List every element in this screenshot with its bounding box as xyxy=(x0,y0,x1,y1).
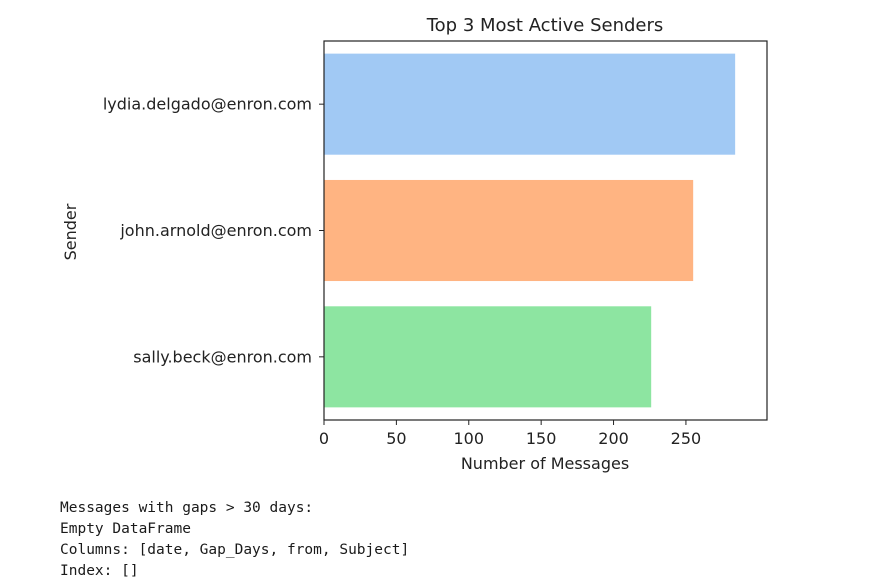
y-tick-label: john.arnold@enron.com xyxy=(119,221,312,240)
x-tick-label: 250 xyxy=(671,429,702,448)
bar-chart: Top 3 Most Active Senders lydia.delgado@… xyxy=(61,15,768,473)
bar-0 xyxy=(324,53,736,155)
cell-output-text: Messages with gaps > 30 days: Empty DataF… xyxy=(60,498,409,582)
x-tick-label: 100 xyxy=(453,429,484,448)
x-tick-label: 200 xyxy=(598,429,629,448)
x-tick-label: 150 xyxy=(526,429,557,448)
x-axis-label: Number of Messages xyxy=(461,454,629,473)
output-line: Empty DataFrame xyxy=(60,521,191,537)
bar-1 xyxy=(324,179,694,282)
chart-figure: Top 3 Most Active Senders lydia.delgado@… xyxy=(61,15,768,473)
y-tick-label: sally.beck@enron.com xyxy=(133,347,312,366)
bar-2 xyxy=(324,306,652,408)
output-line: Messages with gaps > 30 days: xyxy=(60,500,314,516)
y-tick-label: lydia.delgado@enron.com xyxy=(103,95,312,114)
output-line: Index: [] xyxy=(60,563,139,579)
chart-title: Top 3 Most Active Senders xyxy=(426,15,664,36)
output-line: Columns: [date, Gap_Days, from, Subject] xyxy=(60,542,410,558)
x-tick-label: 50 xyxy=(386,429,406,448)
x-tick-label: 0 xyxy=(319,429,329,448)
y-axis-label: Sender xyxy=(61,203,80,260)
